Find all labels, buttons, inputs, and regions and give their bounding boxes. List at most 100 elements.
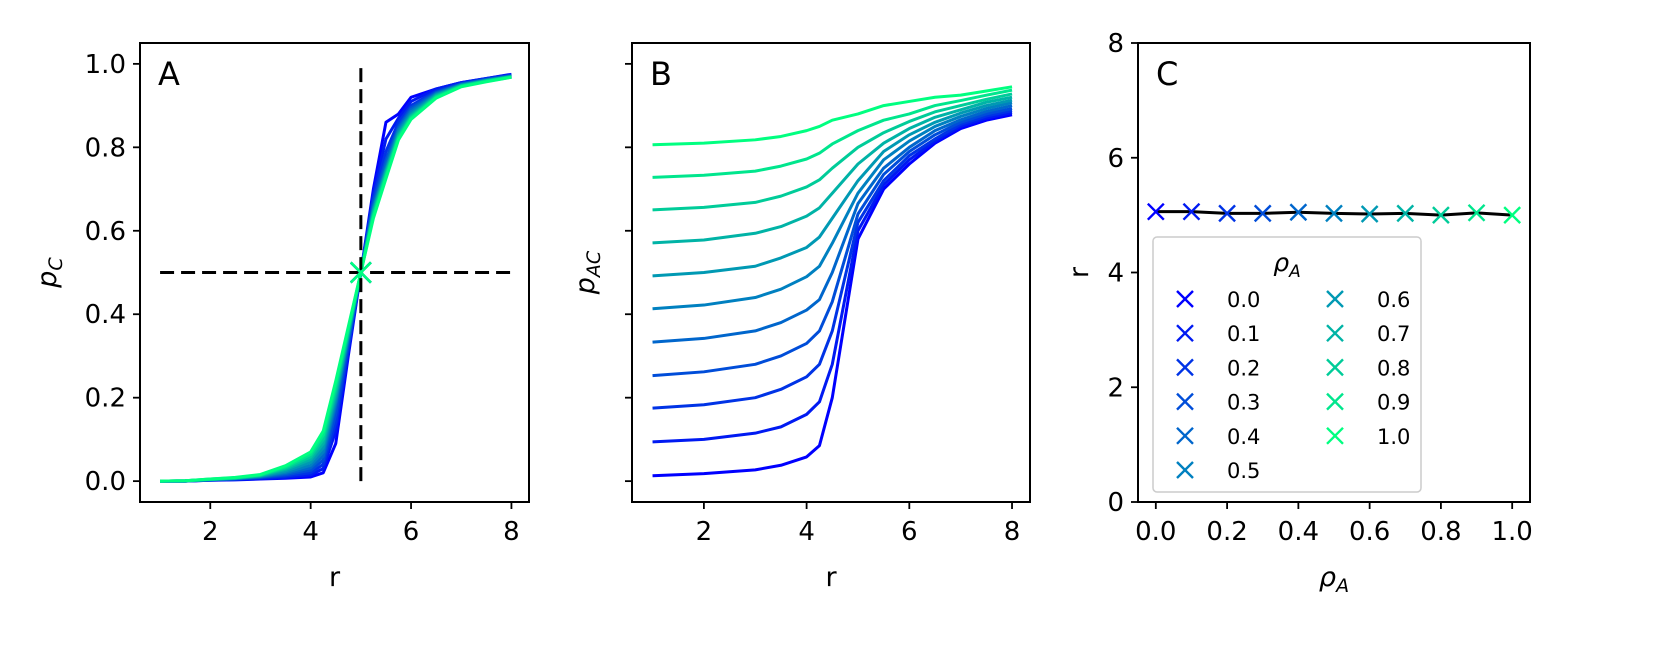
panel-a-crosshair-group: [160, 63, 512, 482]
panel-c-legend-label: 0.1: [1227, 322, 1260, 346]
panel-b-ylabel: pAC: [570, 250, 605, 295]
panel-b-xlabel: r: [825, 562, 837, 593]
panel-a-ylabel: pC: [32, 257, 67, 289]
panel-c-ytick-label: 6: [1107, 144, 1124, 174]
panel-b-xtick-label: 2: [696, 517, 713, 547]
panel-c-ytick-label: 2: [1107, 373, 1124, 403]
panel-b-series-line: [652, 85, 1013, 147]
panel-c-legend-marker: [1326, 358, 1344, 377]
panel-c-point: [1503, 206, 1522, 224]
panel-a-ticks-group: 2 4 6 8 0.0 0.2 0.4 0.6 0.8 1.0: [85, 50, 520, 547]
panel-a-xtick-label: 8: [503, 517, 520, 547]
panel-c-ytick-label: 8: [1107, 29, 1124, 59]
panel-c-point: [1396, 204, 1415, 223]
panel-c-legend-marker: [1176, 426, 1194, 445]
panel-a-ytick-label: 0.4: [85, 300, 126, 330]
panel-c-legend-label: 0.2: [1227, 356, 1260, 380]
panel-c-ticks-group: 0.0 0.2 0.4 0.6 0.8 1.0 0 2 4 6 8: [1107, 29, 1532, 547]
panel-b-xtick-label: 4: [798, 517, 815, 547]
panel-a-marker: [350, 261, 372, 284]
panel-c-point: [1182, 202, 1201, 221]
panel-c-label: C: [1156, 55, 1178, 93]
panel-a-xlabel: r: [329, 562, 341, 593]
panel-c-legend-box: [1152, 236, 1422, 493]
panel-c-legend-label: 0.8: [1377, 356, 1410, 380]
panel-c-legend-label: 0.9: [1377, 391, 1410, 415]
panel-b-series-line: [652, 88, 1013, 179]
panel-c-legend-label: 0.7: [1377, 322, 1410, 346]
panel-b-xtick-label: 8: [1004, 517, 1021, 547]
panel-c-point: [1253, 204, 1272, 223]
panel-a-xtick-label: 2: [202, 517, 219, 547]
panel-c-legend-marker: [1326, 392, 1344, 411]
panel-a-series-group: [160, 72, 512, 483]
panel-c-point: [1467, 203, 1486, 222]
panel-c-legend-label: 1.0: [1377, 425, 1410, 449]
panel-c-xlabel-main: ρ: [1319, 562, 1336, 593]
panel-b-label: B: [650, 55, 672, 93]
panel-c-legend-marker: [1326, 324, 1344, 343]
panel-a-ytick-label: 0.8: [85, 133, 126, 163]
panel-b-series-line: [652, 111, 1013, 444]
panel-a-ytick-label: 0.0: [85, 467, 126, 497]
panel-b-series-line: [652, 101, 1013, 311]
panel-b-frame: [631, 42, 1031, 503]
panel-a-xtick-label: 6: [403, 517, 420, 547]
panel-c-legend-label: 0.6: [1377, 288, 1410, 312]
panel-a: 2 4 6 8 0.0 0.2 0.4 0.6 0.8 1.0 A r pC: [32, 42, 530, 593]
panel-c-legend-marker: [1326, 290, 1344, 308]
panel-c-ytick-label: 0: [1107, 488, 1124, 518]
panel-a-label: A: [158, 55, 180, 93]
panel-c-legend: ρA 0.0 0.1 0.2 0.3 0.4 0.5 0.6 0.7 0.8 0.9 1.0: [1152, 236, 1422, 493]
panel-a-ytick-label: 1.0: [85, 50, 126, 80]
panel-c-xtick-label: 0.2: [1206, 517, 1247, 547]
panel-c-xtick-label: 0.6: [1349, 517, 1390, 547]
panel-b-ylabel-sub: AC: [583, 250, 605, 279]
panel-c-legend-items: 0.0 0.1 0.2 0.3 0.4 0.5 0.6 0.7 0.8 0.9 1.0: [1176, 288, 1410, 483]
panel-a-series-line: [160, 75, 512, 483]
panel-c-xlabel-sub: A: [1334, 575, 1349, 597]
panel-c-point: [1289, 203, 1308, 222]
panel-a-xtick-label: 4: [302, 517, 319, 547]
panel-b-series-line: [652, 92, 1013, 212]
panel-c-xtick-label: 0.0: [1135, 517, 1176, 547]
panel-a-frame: [139, 42, 530, 503]
panel-a-ylabel-main: p: [32, 271, 63, 289]
panel-c-legend-label: 0.0: [1227, 288, 1260, 312]
panel-c-legend-marker: [1176, 290, 1194, 308]
panel-c-legend-marker: [1176, 324, 1194, 343]
panel-c-legend-marker: [1176, 461, 1194, 479]
panel-c-legend-label: 0.4: [1227, 425, 1260, 449]
panel-b-series-line: [652, 98, 1013, 278]
panel-b-series-line: [652, 107, 1013, 378]
panel-c-legend-label: 0.3: [1227, 391, 1260, 415]
panel-c-legend-marker: [1326, 426, 1344, 445]
panel-c-legend-marker: [1176, 358, 1194, 377]
panel-c-frame: [1137, 42, 1531, 503]
panel-c-point: [1325, 204, 1343, 223]
panel-c-xtick-label: 1.0: [1492, 517, 1533, 547]
panel-b: 2 4 6 8 B r pAC: [570, 42, 1031, 593]
panel-c-xtick-label: 0.4: [1278, 517, 1319, 547]
panel-c-legend-marker: [1176, 392, 1194, 411]
panel-b-series-line: [652, 104, 1013, 344]
panel-a-ytick-label: 0.2: [85, 384, 126, 414]
panel-c-legend-label: 0.5: [1227, 459, 1260, 483]
panel-a-ytick-label: 0.6: [85, 217, 126, 247]
panel-c-point: [1432, 206, 1450, 224]
panel-b-series-line: [652, 95, 1013, 245]
panel-c-legend-title-sub: A: [1288, 262, 1301, 282]
panel-a-ylabel-sub: C: [45, 257, 67, 271]
panel-c-point: [1146, 202, 1165, 221]
panel-c-legend-title-main: ρ: [1273, 248, 1289, 277]
panel-c-point: [1360, 205, 1379, 223]
panel-b-ticks-group: 2 4 6 8: [625, 62, 1021, 547]
panel-b-series-group: [652, 85, 1013, 478]
panel-b-series-line: [652, 113, 1013, 478]
panel-c-xlabel: ρA: [1319, 562, 1349, 597]
panel-c-ylabel: r: [1064, 266, 1095, 278]
panel-b-xtick-label: 6: [901, 517, 918, 547]
panel-c-point: [1218, 204, 1236, 223]
